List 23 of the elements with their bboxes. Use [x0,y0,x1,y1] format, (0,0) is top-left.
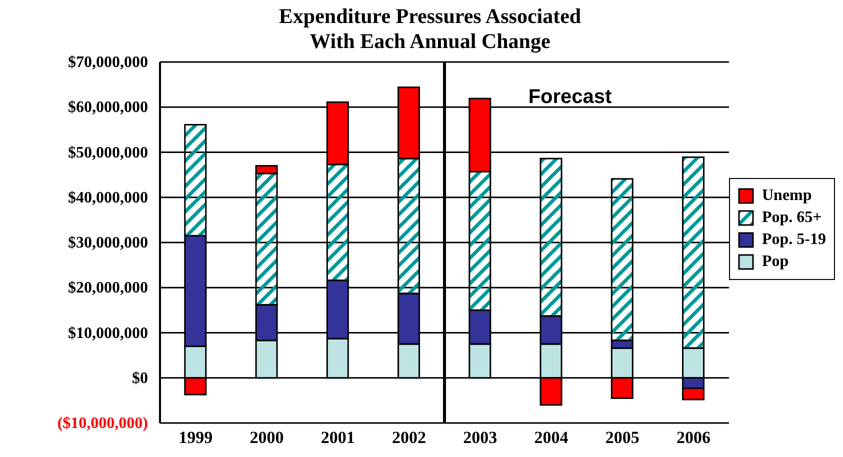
x-tick-label: 2001 [320,428,355,448]
x-tick-label: 2002 [392,428,426,448]
legend-label: Unemp [762,186,812,204]
legend-label: Pop [762,252,789,270]
y-tick-label: $20,000,000 [68,280,148,297]
x-tick-label: 1999 [178,428,213,448]
legend-label: Pop. 65+ [762,208,822,226]
y-tick-label: $30,000,000 [68,234,148,252]
y-tick-label: $0 [132,370,148,387]
y-tick-label: ($10,000,000) [57,415,148,432]
x-tick-label: 2003 [463,428,498,448]
x-tick-label: 2006 [676,428,710,448]
annotation: Forecast [527,86,613,109]
y-tick-label: $70,000,000 [68,54,148,71]
y-tick-label: $10,000,000 [68,324,148,342]
x-tick-label: 2005 [605,428,640,448]
legend-label: Pop. 5-19 [762,230,826,248]
chart-title: Expenditure Pressures Associated With Each Annual Change [278,4,582,54]
y-tick-label: $40,000,000 [68,189,148,206]
y-tick-label: $60,000,000 [68,99,148,116]
y-tick-label: $50,000,000 [68,144,148,162]
x-tick-label: 2000 [250,428,284,448]
x-tick-label: 2004 [534,428,569,448]
